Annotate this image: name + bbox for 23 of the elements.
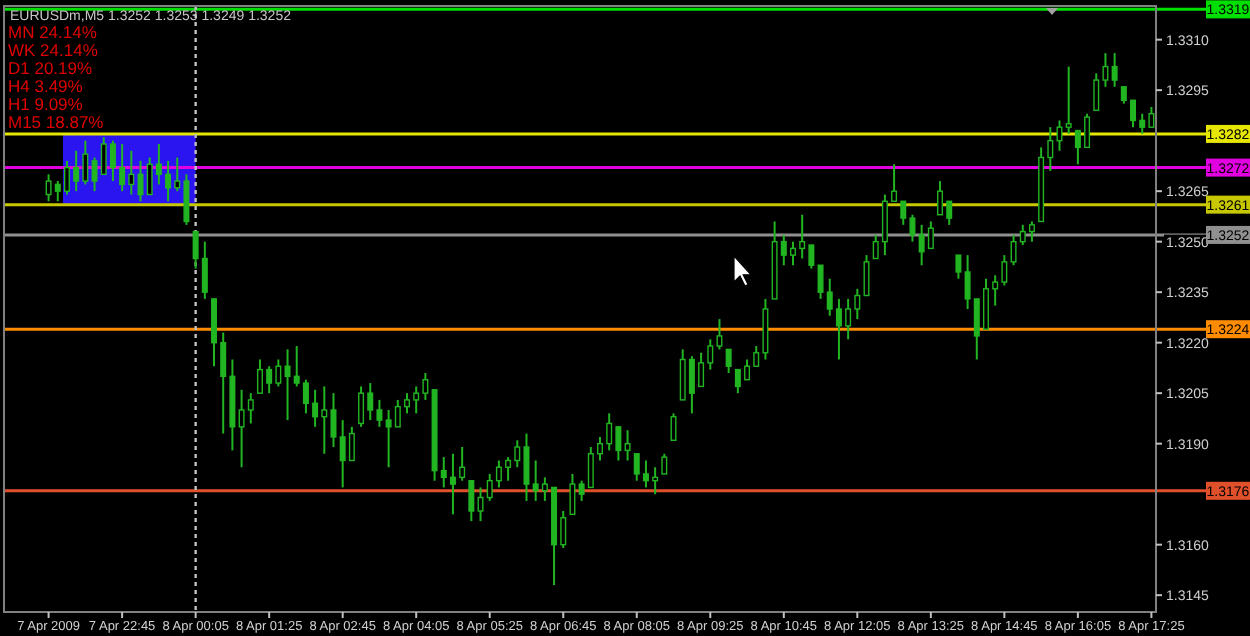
candlestick: [1111, 52, 1118, 88]
candlestick: [955, 254, 962, 280]
annotation: WK 24.14%: [8, 40, 99, 60]
candlestick: [1093, 72, 1100, 112]
annotation: H4 3.49%: [8, 76, 84, 96]
candlestick: [927, 220, 934, 250]
candlestick: [670, 412, 677, 442]
candlestick: [624, 429, 631, 462]
candlestick: [358, 385, 365, 428]
annotation: D1 20.19%: [8, 58, 93, 78]
candlestick: [1028, 220, 1035, 243]
annotation: H1 9.09%: [8, 94, 84, 114]
candlestick: [247, 392, 254, 425]
candlestick: [569, 472, 576, 516]
candlestick: [468, 479, 475, 523]
annotation: M15 18.87%: [8, 112, 105, 132]
candlestick: [348, 425, 355, 462]
candlestick: [937, 180, 944, 216]
candlestick: [863, 254, 870, 297]
annotation: MN 24.14%: [8, 22, 98, 42]
candlestick: [725, 348, 732, 374]
candlestick: [661, 452, 668, 475]
candlestick: [1065, 65, 1072, 135]
